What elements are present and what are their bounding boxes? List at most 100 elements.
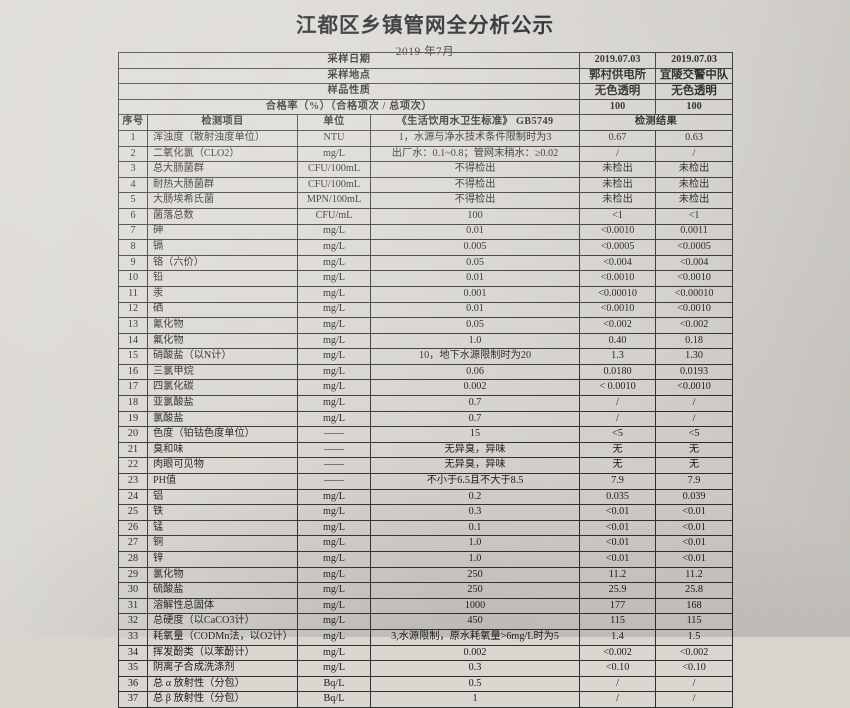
row-result-site-2: 未检出 [655, 161, 734, 178]
table-row: 11 汞 mg/L 0.001 <0.00010 <0.00010 [118, 285, 734, 303]
row-item-name: 铁 [147, 504, 298, 521]
row-item-name: 大肠埃希氏菌 [147, 192, 298, 209]
row-standard-limit: 0.06 [369, 363, 581, 381]
table-row: 1 浑浊度（散射浊度单位） NTU 1，水源与净水技术条件限制时为3 0.67 0.63 [118, 129, 734, 147]
row-result-site-2: 0.18 [655, 332, 734, 350]
table-row: 24 铝 mg/L 0.2 0.035 0.039 [118, 488, 734, 506]
table-row: 9 铬（六价） mg/L 0.05 <0.004 <0.004 [118, 254, 734, 272]
row-unit: NTU [297, 129, 371, 147]
row-unit: mg/L [297, 551, 371, 568]
row-result-site-1: / [579, 675, 657, 693]
row-result-site-2: 0.0011 [655, 223, 734, 241]
table-row: 37 总 β 放射性（分包） Bq/L 1// [118, 691, 734, 708]
row-result-site-1: <0.01 [579, 551, 657, 568]
table-row: 34 挥发酚类（以苯酚计） mg/L 0.002 <0.002 <0.002 [118, 644, 734, 662]
row-result-site-2: 无 [655, 441, 734, 459]
row-unit: mg/L [297, 379, 371, 397]
row-item-name: 氟化物 [147, 332, 298, 350]
row-result-site-1: 11.2 [579, 566, 657, 584]
row-result-site-2: 168 [655, 597, 734, 615]
row-result-site-2: <0.01 [655, 504, 734, 521]
row-unit: mg/L [297, 332, 371, 350]
row-index: 11 [118, 285, 148, 303]
row-standard-limit: 0.5 [369, 675, 581, 693]
water-quality-report-table: 采样日期 2019.07.03 2019.07.03 采样地点 郭村供电所 宜陵交警中队样… [117, 52, 734, 708]
row-item-name: 总大肠菌群 [147, 161, 298, 178]
row-standard-limit: 0.2 [369, 488, 581, 506]
row-result-site-2: 25.8 [655, 582, 734, 599]
row-result-site-2: <0.0010 [655, 379, 734, 397]
row-item-name: 铅 [147, 270, 298, 287]
row-result-site-1: 无 [579, 441, 657, 459]
row-standard-limit: 0.1 [369, 519, 581, 537]
row-standard-limit: 无异臭，异味 [369, 441, 581, 459]
row-index: 36 [118, 675, 148, 693]
table-row: 6 菌落总数 CFU/mL 100 <1 <1 [118, 207, 734, 225]
table-row: 30 硫酸盐 mg/L 250 25.9 25.8 [118, 582, 734, 599]
row-standard-limit: 0.01 [369, 270, 581, 287]
row-unit: mg/L [297, 317, 371, 334]
row-result-site-2: 1.5 [655, 628, 734, 646]
row-result-site-1: / [579, 410, 657, 428]
row-result-site-1: 0.0180 [579, 363, 657, 381]
row-unit: mg/L [297, 395, 371, 412]
meta-row-value-1: 100 [579, 98, 657, 116]
row-standard-limit: 450 [369, 613, 581, 630]
row-unit: mg/L [297, 410, 371, 428]
row-result-site-2: <1 [655, 207, 734, 225]
row-result-site-2: 未检出 [655, 192, 734, 209]
row-item-name: 臭和味 [147, 441, 298, 459]
meta-row-value-2: 宜陵交警中队 [655, 67, 734, 85]
row-item-name: 汞 [147, 285, 298, 303]
row-standard-limit: 0.7 [369, 395, 581, 412]
row-result-site-2: <0.10 [655, 660, 734, 677]
row-standard-limit: 15 [369, 426, 581, 443]
table-row: 17 四氯化碳 mg/L 0.002 < 0.0010 <0.0010 [118, 379, 734, 397]
meta-row-value-1: 无色透明 [579, 83, 657, 100]
row-index: 19 [118, 410, 148, 428]
row-unit: mg/L [297, 239, 371, 256]
row-result-site-2: / [655, 410, 734, 428]
row-result-site-1: / [579, 395, 657, 412]
row-index: 13 [118, 317, 148, 334]
row-standard-limit: 0.05 [369, 317, 581, 334]
row-index: 8 [118, 239, 148, 256]
row-result-site-2: <0.002 [655, 644, 734, 662]
row-index: 37 [118, 691, 148, 708]
row-item-name: 二氧化氯（CLO2） [147, 145, 298, 163]
row-unit: CFU/mL [297, 207, 371, 225]
table-row: 23 PH值 —— 不小于6.5且不大于8.5 7.9 7.9 [118, 473, 734, 490]
row-unit: mg/L [297, 488, 371, 506]
row-index: 16 [118, 363, 148, 381]
row-standard-limit: 1.0 [369, 535, 581, 552]
row-index: 30 [118, 582, 148, 599]
table-row: 15 硝酸盐（以N计） mg/L 10，地下水源限制时为20 1.3 1.30 [118, 348, 734, 365]
table-row: 28 锌 mg/L 1.0 <0.01 <0.01 [118, 551, 734, 568]
column-header-item: 检测项目 [147, 114, 298, 131]
row-result-site-2: <0.00010 [655, 285, 734, 303]
row-result-site-2: 0.0193 [655, 363, 734, 381]
row-index: 12 [118, 301, 148, 319]
meta-row-label: 采样日期 [117, 52, 581, 69]
table-row: 27 铜 mg/L 1.0 <0.01 <0.01 [118, 535, 734, 552]
row-result-site-1: 0.67 [579, 129, 657, 147]
meta-row: 采样地点 郭村供电所 宜陵交警中队 [117, 67, 734, 85]
row-result-site-1: <1 [579, 207, 657, 225]
row-standard-limit: 0.001 [369, 285, 581, 303]
meta-row-value-2: 100 [655, 98, 734, 116]
row-result-site-2: / [655, 675, 734, 693]
row-index: 27 [118, 535, 148, 552]
row-index: 33 [118, 628, 148, 646]
row-result-site-2: <0.004 [655, 254, 734, 272]
meta-row: 合格率（%）（合格项次 / 总项次） 100 100 [117, 98, 734, 116]
row-result-site-1: 0.40 [579, 332, 657, 350]
row-result-site-2: <0.01 [655, 535, 734, 552]
table-row: 20 色度（铂钴色度单位） —— 15 <5 <5 [118, 426, 734, 443]
row-result-site-2: 11.2 [655, 566, 734, 584]
row-item-name: 菌落总数 [147, 207, 298, 225]
row-index: 17 [118, 379, 148, 397]
column-header-standard: 《生活饮用水卫生标准》 GB5749 [369, 114, 581, 131]
row-result-site-1: 177 [579, 597, 657, 615]
row-result-site-2: <0.002 [655, 317, 734, 334]
row-item-name: 色度（铂钴色度单位） [147, 426, 298, 443]
